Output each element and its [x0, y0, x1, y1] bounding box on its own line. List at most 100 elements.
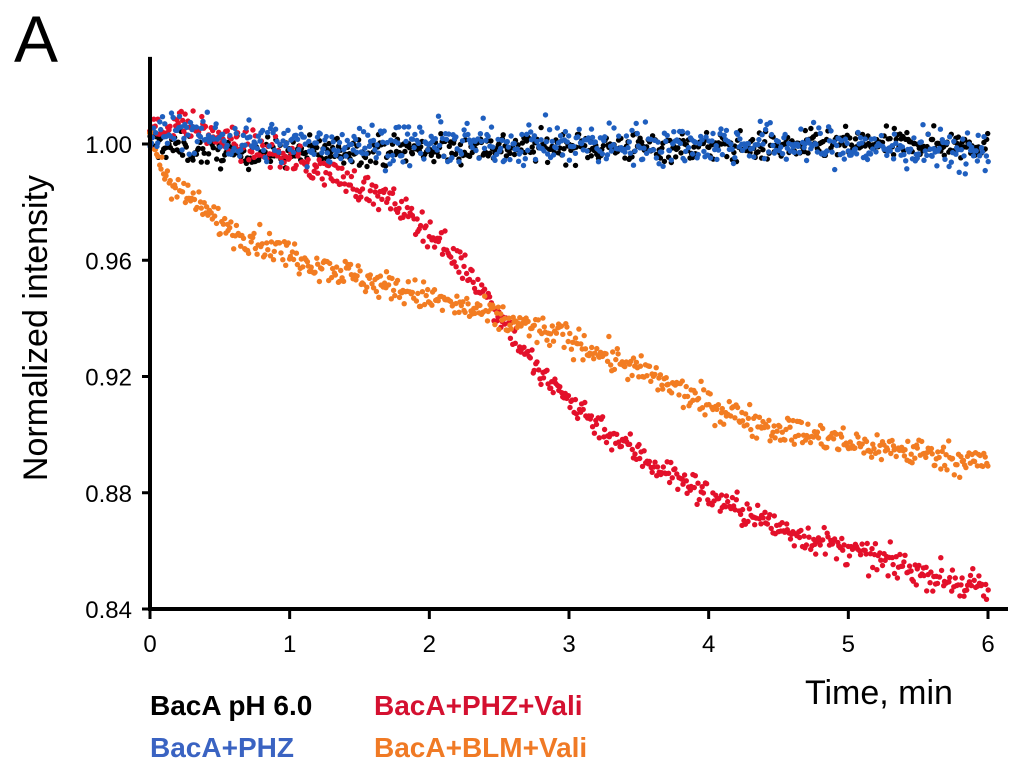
data-point [535, 317, 541, 323]
data-point [891, 131, 898, 137]
data-point [164, 168, 171, 174]
data-point [701, 148, 707, 155]
data-point [746, 506, 753, 512]
data-point [228, 219, 234, 225]
data-point [269, 121, 275, 128]
data-point [626, 441, 633, 447]
data-point [319, 266, 325, 272]
data-point [614, 346, 620, 352]
data-point [691, 144, 697, 150]
data-point [771, 423, 777, 429]
data-point [451, 259, 457, 265]
data-point [703, 129, 710, 136]
data-point [448, 254, 454, 260]
data-point [167, 123, 173, 129]
data-point [543, 139, 550, 145]
data-point [412, 131, 418, 138]
data-point [766, 149, 772, 155]
data-point [353, 136, 359, 143]
data-point [771, 513, 777, 519]
data-point [580, 357, 586, 363]
data-point [357, 268, 363, 274]
data-point [861, 450, 867, 456]
data-point [954, 462, 960, 468]
data-point [185, 182, 191, 188]
data-point [338, 267, 344, 274]
data-point [857, 134, 864, 141]
data-point [650, 147, 657, 153]
data-point [215, 205, 221, 212]
data-point [267, 253, 274, 259]
data-point [458, 151, 465, 157]
data-point [200, 146, 206, 152]
data-point [853, 151, 860, 157]
data-point [449, 155, 455, 161]
data-point [646, 458, 653, 465]
data-point [958, 453, 964, 460]
data-point [784, 521, 790, 527]
data-point [681, 472, 688, 478]
data-point [967, 572, 974, 579]
data-point [398, 198, 405, 205]
data-point [679, 128, 685, 135]
data-point [500, 132, 506, 138]
data-point [373, 288, 380, 295]
data-point [340, 278, 347, 284]
data-point [655, 139, 661, 145]
data-point [404, 204, 411, 211]
data-point [862, 136, 868, 142]
data-point [774, 428, 780, 434]
data-point [296, 147, 302, 153]
data-point [947, 134, 953, 140]
data-point [747, 401, 753, 408]
data-point [934, 163, 940, 169]
data-point [813, 131, 819, 137]
data-point [481, 145, 488, 151]
data-point [832, 166, 838, 173]
data-point [542, 112, 549, 118]
data-point [779, 520, 785, 526]
data-point [845, 148, 851, 154]
data-point [718, 126, 724, 132]
data-point [420, 238, 426, 244]
data-point [385, 282, 392, 288]
data-point [915, 151, 922, 157]
data-point [762, 126, 769, 133]
data-point [979, 149, 986, 155]
data-point [964, 130, 971, 136]
data-point [618, 443, 625, 450]
data-point [826, 138, 833, 144]
data-point [689, 151, 696, 157]
data-point [703, 481, 710, 487]
data-point [256, 152, 263, 158]
data-point [870, 441, 876, 447]
data-point [425, 286, 431, 293]
data-point [589, 424, 596, 430]
data-point [217, 144, 223, 150]
data-point [557, 384, 563, 390]
data-point [278, 155, 284, 162]
data-point [632, 451, 638, 457]
data-point [442, 228, 448, 234]
data-point [335, 148, 341, 154]
data-point [265, 134, 271, 140]
data-point [589, 344, 595, 351]
data-point [151, 116, 157, 122]
data-point [401, 124, 407, 130]
data-point [285, 240, 291, 246]
data-point [589, 134, 596, 141]
data-point [176, 113, 183, 120]
data-point [492, 157, 498, 163]
data-point [531, 133, 538, 139]
data-point [233, 222, 240, 229]
data-point [249, 149, 255, 155]
points-layer [146, 108, 991, 602]
data-point [454, 293, 460, 299]
data-point [964, 587, 970, 593]
data-point [267, 164, 273, 171]
data-point [906, 563, 913, 569]
data-point [575, 134, 581, 140]
data-point [682, 158, 688, 164]
data-point [185, 157, 191, 163]
data-point [982, 454, 988, 460]
